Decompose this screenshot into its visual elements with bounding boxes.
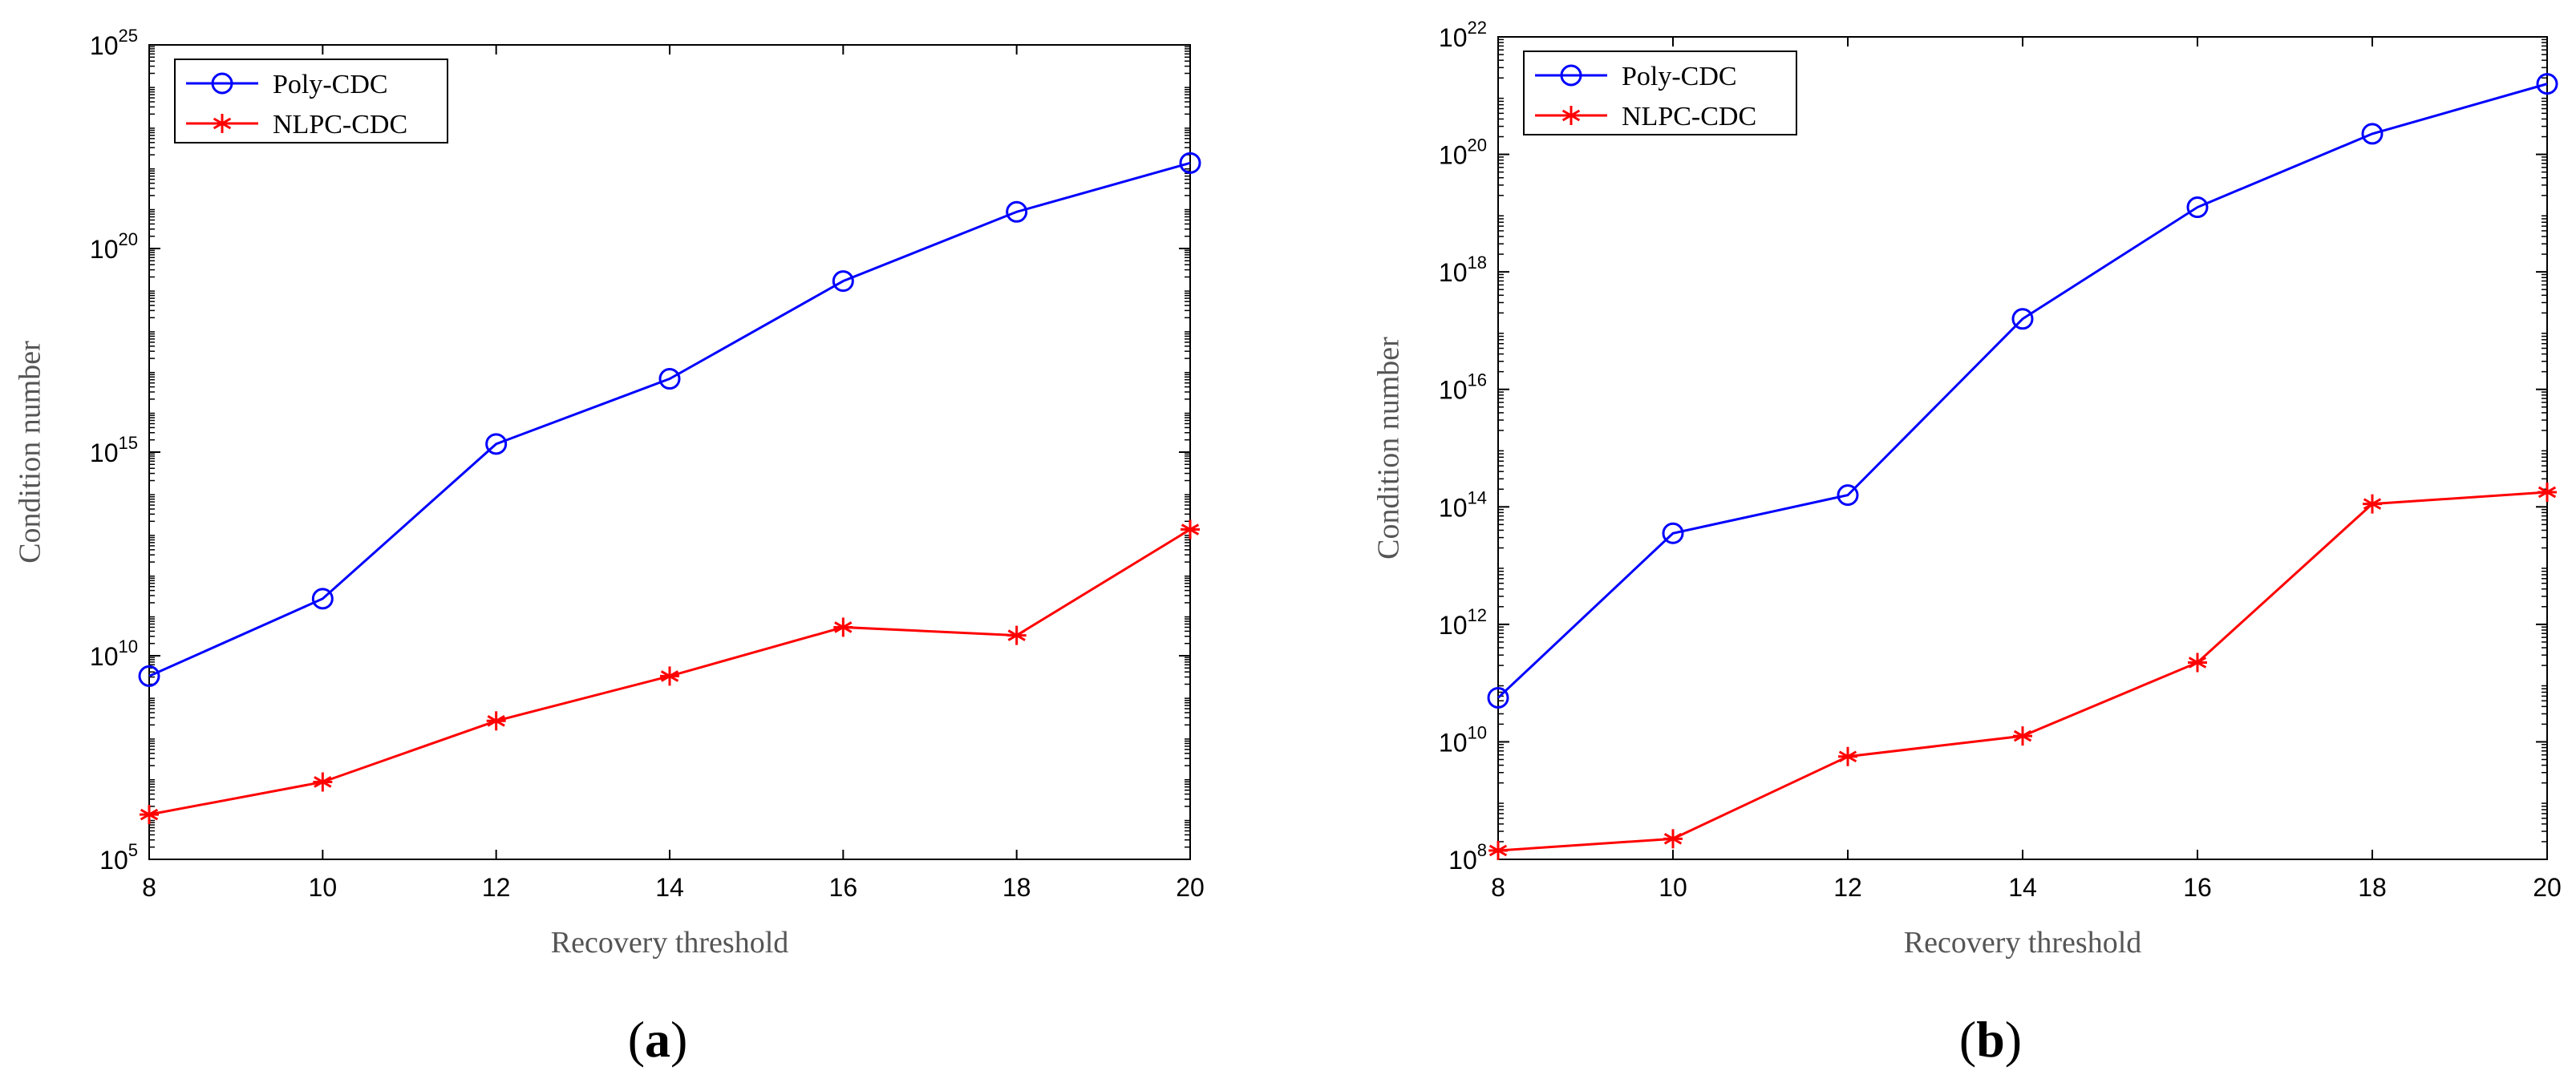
y-tick-label: 105 (99, 840, 138, 875)
x-tick-label: 18 (1002, 873, 1031, 902)
x-tick-label: 20 (1176, 873, 1205, 902)
plot-frame (148, 44, 1191, 860)
panel-label: (b) (1959, 1011, 2022, 1068)
x-tick-label: 14 (655, 873, 684, 902)
data-point-circle (1006, 200, 1028, 223)
legend-label: Poly-CDC (1622, 62, 1737, 91)
series-line (1497, 83, 2548, 699)
data-point-asterisk (486, 711, 506, 731)
data-point-asterisk (1007, 625, 1027, 645)
data-point-circle (2536, 73, 2558, 95)
y-tick-label: 1014 (1439, 487, 1487, 522)
series-line (1497, 491, 2548, 852)
y-tick-label: 1022 (1439, 18, 1487, 52)
data-point-asterisk (140, 805, 159, 825)
data-point-asterisk (2013, 726, 2032, 746)
y-tick-label: 1018 (1439, 253, 1487, 287)
data-point-asterisk (833, 617, 853, 637)
x-axis-title: Recovery threshold (551, 926, 789, 960)
data-point-circle (1179, 152, 1201, 174)
data-point-circle (1560, 64, 1582, 87)
data-point-circle (211, 72, 233, 95)
data-point-asterisk (2188, 653, 2207, 673)
data-point-circle (485, 433, 508, 455)
x-tick-label: 8 (142, 873, 156, 902)
y-tick-label: 1020 (1439, 135, 1487, 170)
legend-label: Poly-CDC (273, 70, 388, 99)
series-line (148, 161, 1191, 677)
data-point-asterisk (1663, 829, 1683, 849)
y-tick-label: 1010 (1439, 722, 1487, 757)
legend-label: NLPC-CDC (1622, 102, 1756, 131)
data-point-circle (2361, 123, 2384, 145)
x-tick-label: 16 (2183, 873, 2212, 902)
data-point-circle (2186, 196, 2209, 219)
y-tick-label: 1010 (90, 636, 138, 671)
y-axis-title: Condition number (1371, 337, 1405, 560)
data-point-circle (1837, 484, 1859, 507)
data-point-asterisk (660, 666, 679, 686)
data-point-circle (658, 368, 681, 390)
y-tick-label: 108 (1448, 840, 1487, 875)
data-point-asterisk (213, 114, 232, 133)
x-tick-label: 12 (482, 873, 511, 902)
y-tick-label: 1020 (90, 229, 138, 264)
data-point-circle (2011, 308, 2034, 330)
data-point-asterisk (2363, 494, 2382, 514)
data-point-asterisk (1561, 106, 1581, 125)
x-tick-label: 12 (1833, 873, 1862, 902)
x-tick-label: 8 (1491, 873, 1505, 902)
data-point-asterisk (1838, 746, 1857, 766)
x-tick-label: 16 (829, 873, 858, 902)
x-tick-label: 14 (2008, 873, 2037, 902)
data-point-asterisk (2538, 482, 2557, 502)
data-point-asterisk (1181, 519, 1200, 539)
chart-panel-a: 8 10 12 14 16 18 20 105 1010 1015 1020 1025 Recovery… (13, 26, 1204, 1068)
x-tick-label: 10 (1659, 873, 1687, 902)
data-point-asterisk (313, 772, 333, 792)
data-point-circle (1662, 522, 1684, 544)
x-tick-label: 10 (309, 873, 338, 902)
x-axis-title: Recovery threshold (1904, 926, 2142, 960)
x-tick-label: 18 (2358, 873, 2387, 902)
data-point-circle (832, 270, 854, 293)
legend-label: NLPC-CDC (273, 110, 407, 139)
data-point-asterisk (1488, 841, 1508, 861)
data-point-circle (311, 588, 334, 610)
data-point-circle (138, 665, 160, 687)
y-axis-title: Condition number (13, 341, 47, 564)
y-tick-label: 1025 (90, 26, 138, 60)
chart-panel-b: 8 10 12 14 16 18 20108101010121014101610181020… (1371, 18, 2561, 1068)
panel-label: (a) (628, 1011, 688, 1068)
y-tick-label: 1016 (1439, 370, 1487, 405)
y-tick-label: 1012 (1439, 605, 1487, 640)
x-tick-label: 20 (2533, 873, 2562, 902)
y-tick-label: 1015 (90, 433, 138, 467)
data-point-circle (1487, 686, 1509, 709)
